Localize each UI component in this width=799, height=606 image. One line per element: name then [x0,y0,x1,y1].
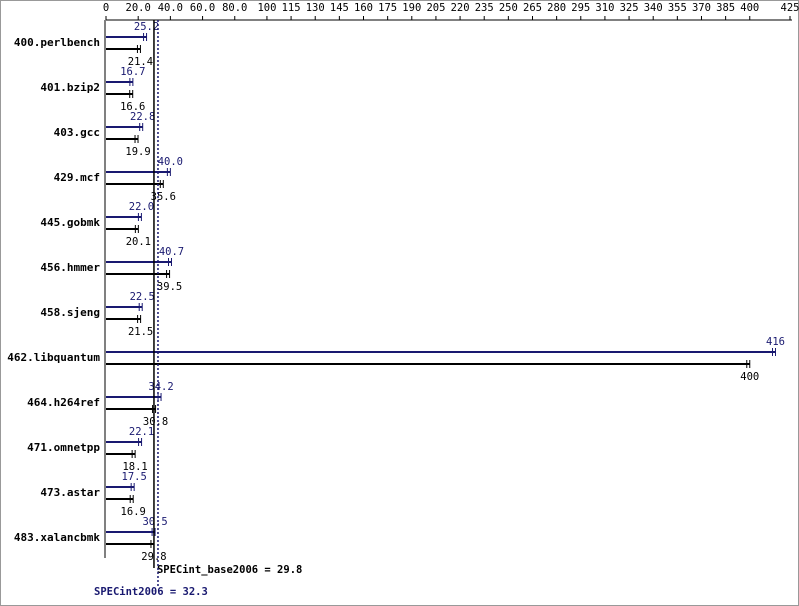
bar [106,135,139,143]
value-label: 40.7 [159,246,184,258]
bar [106,33,148,41]
x-tick-label: 80.0 [222,2,247,14]
bar [106,438,143,446]
x-tick-label: 425 [781,2,799,14]
bar [106,45,141,53]
reference-label: SPECint_base2006 = 29.8 [157,564,302,576]
x-tick-label: 340 [644,2,663,14]
value-label: 35.6 [151,191,176,203]
category-label: 400.perlbench [14,36,100,49]
x-tick-label: 175 [378,2,397,14]
x-tick-label: 220 [451,2,470,14]
value-label: 22.1 [129,426,154,438]
value-label: 39.5 [157,281,182,293]
bar [106,483,135,491]
bar [106,495,134,503]
value-label: 25.2 [134,21,159,33]
value-label: 16.9 [121,506,146,518]
bar [106,258,173,266]
category-label: 403.gcc [54,126,100,139]
value-label: 34.2 [148,381,173,393]
reference-label: SPECint2006 = 32.3 [94,586,208,598]
x-tick-label: 60.0 [190,2,215,14]
value-label: 20.1 [126,236,151,248]
x-tick-label: 400 [740,2,759,14]
bar [106,360,751,368]
value-label: 40.0 [158,156,183,168]
x-tick-label: 160 [354,2,373,14]
x-tick-label: 280 [547,2,566,14]
bar [106,90,134,98]
bar [106,528,156,536]
x-tick-label: 205 [426,2,445,14]
value-label: 416 [766,336,785,348]
x-tick-label: 100 [257,2,276,14]
x-tick-label: 130 [306,2,325,14]
bar [106,225,139,233]
bar [106,303,143,311]
value-label: 18.1 [122,461,147,473]
bar [106,168,171,176]
x-tick-label: 235 [475,2,494,14]
category-label: 429.mcf [54,171,100,184]
category-label: 464.h264ref [27,396,100,409]
value-label: 22.5 [130,291,155,303]
bar [106,270,171,278]
value-label: 22.0 [129,201,154,213]
category-label: 456.hmmer [40,261,100,274]
x-tick-label: 370 [692,2,711,14]
x-tick-label: 20.0 [126,2,151,14]
category-label: 473.astar [40,486,100,499]
bar [106,315,142,323]
value-label: 17.5 [122,471,147,483]
value-label: 16.6 [120,101,145,113]
value-label: 22.8 [130,111,155,123]
bar [106,123,144,131]
bar [106,213,142,221]
category-label: 458.sjeng [40,306,100,319]
value-label: 21.4 [128,56,153,68]
x-tick-label: 355 [668,2,687,14]
value-label: 30.8 [143,416,168,428]
value-label: 16.7 [120,66,145,78]
category-label: 462.libquantum [7,351,100,364]
x-tick-label: 190 [402,2,421,14]
category-label: 401.bzip2 [40,81,100,94]
bar [106,348,777,356]
bar [106,405,157,413]
value-label: 21.5 [128,326,153,338]
value-label: 19.9 [125,146,150,158]
x-tick-label: 40.0 [158,2,183,14]
category-label: 445.gobmk [40,216,100,229]
x-tick-label: 310 [595,2,614,14]
x-tick-label: 115 [282,2,301,14]
x-tick-label: 250 [499,2,518,14]
category-label: 483.xalancbmk [14,531,100,544]
x-tick-label: 145 [330,2,349,14]
bar [106,450,136,458]
x-tick-label: 0 [103,2,109,14]
x-tick-label: 385 [716,2,735,14]
bar [106,78,134,86]
x-tick-label: 265 [523,2,542,14]
x-tick-label: 325 [620,2,639,14]
value-label: 30.5 [142,516,167,528]
value-label: 400 [740,371,759,383]
x-tick-label: 295 [571,2,590,14]
category-label: 471.omnetpp [27,441,100,454]
